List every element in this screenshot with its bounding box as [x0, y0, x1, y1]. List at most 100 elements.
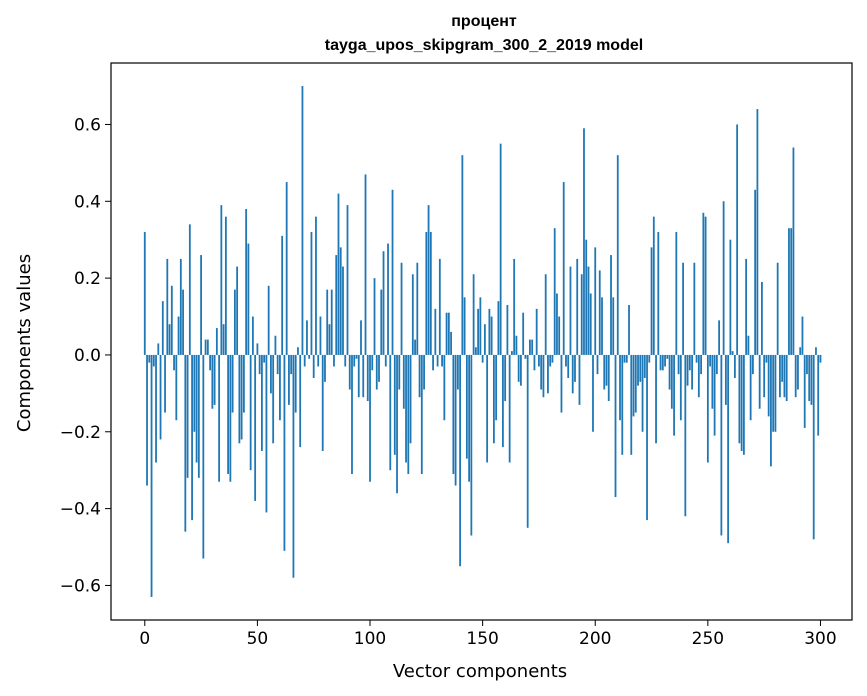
bar [749, 354, 752, 421]
bar [143, 232, 146, 355]
bar [366, 354, 369, 402]
bar [511, 351, 513, 355]
bar [170, 285, 173, 355]
bar [315, 216, 317, 355]
bar [308, 354, 311, 359]
bar [353, 354, 356, 367]
bar [279, 354, 281, 421]
bar [400, 262, 403, 355]
bar [481, 354, 484, 363]
bar [761, 281, 763, 355]
bar [436, 354, 439, 367]
bar [747, 335, 750, 355]
bar [677, 354, 680, 375]
bar [504, 354, 507, 402]
bar [797, 354, 799, 390]
y-tick-label: −0.6 [60, 576, 101, 596]
bar [607, 354, 610, 402]
bar [605, 354, 608, 386]
bar [468, 354, 471, 482]
bar [276, 354, 279, 375]
bar [236, 266, 239, 355]
bar [418, 354, 421, 398]
bar [540, 354, 543, 390]
bar [168, 324, 171, 355]
bar [758, 354, 761, 409]
bar [770, 354, 772, 467]
bar [321, 354, 324, 451]
bar [146, 354, 148, 486]
bar [357, 354, 360, 398]
bar [740, 354, 743, 451]
bar [152, 354, 155, 367]
bar [531, 339, 534, 355]
bar [574, 354, 576, 382]
bar [470, 354, 473, 536]
x-axis-ticks: 0 50 100 150 200 250 300 [139, 620, 837, 649]
bar [576, 258, 579, 355]
bar [790, 228, 793, 355]
bar [371, 354, 374, 371]
bar [342, 266, 344, 355]
bar [781, 354, 784, 382]
bar [625, 354, 628, 363]
bar [630, 354, 633, 455]
bar [524, 354, 527, 359]
bar [520, 354, 522, 386]
y-tick-label: 0.2 [74, 269, 101, 289]
x-tick-label: 250 [692, 629, 724, 649]
bar [704, 216, 707, 355]
bar [242, 354, 245, 413]
bar [652, 216, 655, 355]
bar [488, 308, 491, 355]
bar [369, 354, 371, 482]
y-tick-label: −0.2 [60, 423, 101, 443]
bar [429, 232, 432, 355]
bar [788, 228, 790, 355]
bar [261, 354, 263, 451]
bar [718, 320, 721, 355]
bar [724, 354, 727, 405]
bar [384, 354, 387, 367]
bar [438, 258, 441, 355]
bar [465, 354, 468, 459]
bar [263, 354, 266, 363]
bar [294, 354, 297, 413]
bar [339, 247, 342, 355]
bar [567, 354, 570, 378]
bar [267, 285, 270, 355]
bar [211, 354, 214, 409]
bar [452, 354, 455, 475]
bars [143, 86, 822, 597]
y-tick-label: 0.6 [74, 115, 101, 135]
bar [486, 354, 489, 463]
bar [195, 354, 198, 463]
bar [623, 354, 626, 363]
bar [215, 328, 218, 355]
bar [206, 339, 209, 355]
bar [661, 354, 664, 371]
bar [544, 274, 547, 355]
bar [612, 297, 615, 355]
x-tick-label: 0 [139, 629, 150, 649]
bar [533, 354, 536, 371]
bar [161, 301, 164, 355]
bar [197, 354, 200, 478]
bar [193, 354, 196, 432]
bar [596, 354, 599, 375]
bar [173, 354, 175, 371]
bar [463, 297, 466, 355]
bar [711, 354, 714, 409]
bar [270, 354, 272, 394]
bar [382, 251, 385, 355]
bar [675, 232, 678, 355]
bar [290, 354, 293, 375]
bar [578, 354, 581, 405]
bar [362, 354, 365, 398]
bar [333, 354, 335, 367]
bar [650, 247, 653, 355]
bar [727, 354, 730, 544]
bar [706, 354, 709, 463]
bar [774, 354, 777, 432]
bar [551, 354, 554, 363]
